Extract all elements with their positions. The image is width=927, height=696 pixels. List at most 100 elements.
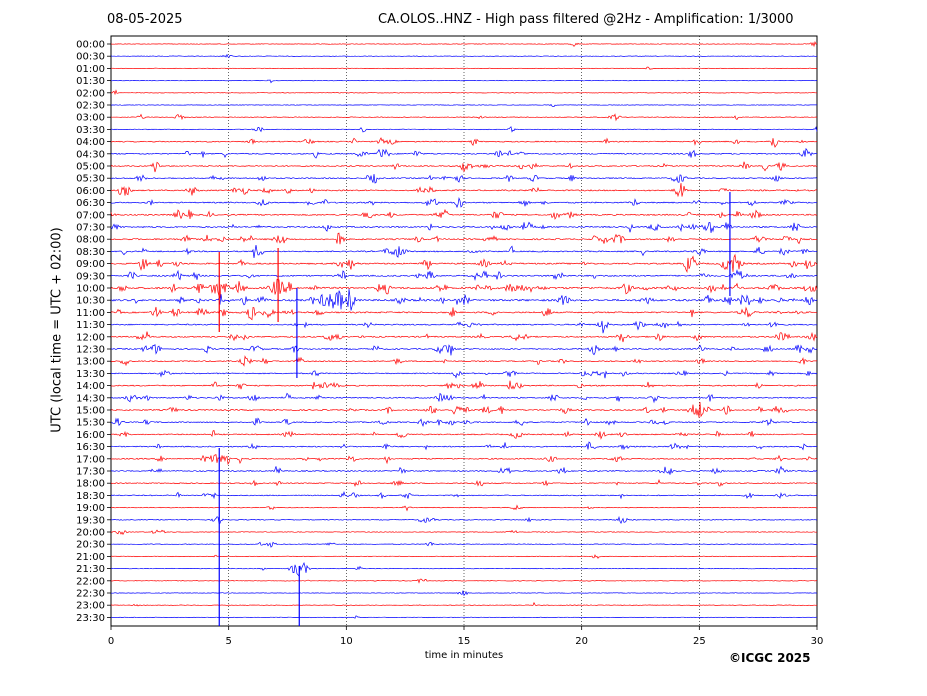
y-tick-label: 09:30 [76, 271, 105, 282]
x-tick-label: 30 [811, 636, 824, 647]
trace-1130 [110, 320, 818, 334]
y-tick-label: 06:30 [76, 198, 105, 209]
trace-1300 [110, 355, 817, 367]
y-tick-label: 19:30 [76, 515, 105, 526]
y-tick-label: 03:30 [76, 125, 105, 136]
x-tick-label: 25 [693, 636, 706, 647]
trace-0500 [110, 161, 818, 173]
y-tick-label: 07:30 [76, 223, 105, 234]
y-tick-label: 17:30 [76, 467, 105, 478]
y-tick-label: 18:00 [76, 479, 105, 490]
y-tick-label: 12:00 [76, 332, 105, 343]
trace-2100 [110, 554, 818, 559]
trace-0030 [110, 53, 818, 58]
y-tick-label: 20:30 [76, 540, 105, 551]
y-tick-label: 10:00 [76, 284, 105, 295]
trace-2200 [110, 578, 818, 584]
x-tick-label: 5 [225, 636, 231, 647]
y-tick-label: 19:00 [76, 503, 105, 514]
y-tick-label: 00:30 [76, 52, 105, 63]
y-tick-label: 12:30 [76, 345, 105, 356]
trace-1900 [110, 504, 818, 512]
trace-1030 [110, 289, 818, 311]
trace-2000 [110, 529, 818, 536]
trace-0830 [110, 244, 818, 259]
y-tick-label: 21:00 [76, 552, 105, 563]
trace-1600 [110, 430, 818, 440]
trace-0800 [110, 232, 818, 245]
trace-1000 [110, 278, 818, 299]
y-tick-label: 14:30 [76, 393, 105, 404]
y-tick-label: 00:00 [76, 40, 105, 51]
trace-1400 [110, 380, 817, 390]
trace-2130 [110, 562, 818, 577]
y-tick-label: 13:00 [76, 357, 105, 368]
y-tick-label: 09:00 [76, 259, 105, 270]
trace-0130 [110, 79, 818, 84]
y-tick-label: 16:30 [76, 442, 105, 453]
trace-0100 [110, 66, 818, 70]
copyright-label: ©ICGC 2025 [729, 651, 811, 665]
y-tick-label: 23:00 [76, 601, 105, 612]
y-tick-label: 16:00 [76, 430, 105, 441]
y-tick-label: 11:00 [76, 308, 105, 319]
y-tick-label: 04:00 [76, 137, 105, 148]
trace-1830 [110, 491, 818, 500]
trace-0600 [110, 182, 818, 198]
trace-2300 [110, 601, 818, 607]
y-tick-label: 22:00 [76, 576, 105, 587]
date-label: 08-05-2025 [107, 12, 183, 27]
y-tick-label: 15:00 [76, 406, 105, 417]
trace-0400 [110, 137, 818, 148]
trace-0000 [110, 40, 818, 48]
trace-0900 [110, 253, 818, 274]
y-axis-label: UTC (local time = UTC + 02:00) [49, 227, 65, 433]
trace-0230 [110, 103, 818, 107]
trace-2230 [110, 590, 818, 597]
y-tick-label: 01:30 [76, 76, 105, 87]
y-tick-label: 05:30 [76, 174, 105, 185]
trace-0300 [110, 113, 818, 122]
trace-0430 [110, 147, 818, 159]
trace-0930 [110, 269, 818, 281]
y-tick-label: 11:30 [76, 320, 105, 331]
y-tick-label: 23:30 [76, 613, 105, 624]
trace-0330 [110, 126, 818, 133]
y-tick-label: 20:00 [76, 528, 105, 539]
trace-1800 [110, 479, 818, 488]
trace-1330 [110, 369, 818, 379]
x-tick-label: 10 [340, 636, 353, 647]
trace-1430 [111, 392, 818, 404]
y-tick-label: 14:00 [76, 381, 105, 392]
y-tick-label: 05:00 [76, 162, 105, 173]
x-tick-label: 0 [108, 636, 114, 647]
y-tick-label: 08:00 [76, 235, 105, 246]
y-tick-label: 02:00 [76, 88, 105, 99]
y-tick-label: 18:30 [76, 491, 105, 502]
y-tick-label: 08:30 [76, 247, 105, 258]
trace-0730 [110, 221, 818, 233]
trace-1700 [110, 454, 818, 466]
x-tick-label: 15 [458, 636, 471, 647]
y-tick-label: 01:00 [76, 64, 105, 75]
y-tick-label: 15:30 [76, 418, 105, 429]
y-tick-label: 06:00 [76, 186, 105, 197]
y-tick-label: 04:30 [76, 149, 105, 160]
seismic-traces [110, 40, 818, 626]
chart-title: CA.OLOS..HNZ - High pass filtered @2Hz -… [378, 12, 794, 27]
trace-0530 [110, 173, 818, 184]
y-tick-label: 10:30 [76, 296, 105, 307]
y-tick-label: 03:00 [76, 113, 105, 124]
trace-2030 [110, 541, 818, 548]
trace-0630 [110, 197, 818, 209]
y-tick-label: 21:30 [76, 564, 105, 575]
trace-2330 [110, 615, 817, 619]
trace-1630 [110, 441, 817, 451]
trace-1930 [110, 515, 818, 525]
x-tick-label: 20 [575, 636, 588, 647]
trace-1530 [110, 417, 818, 428]
trace-0200 [110, 89, 818, 96]
trace-1230 [110, 344, 818, 356]
